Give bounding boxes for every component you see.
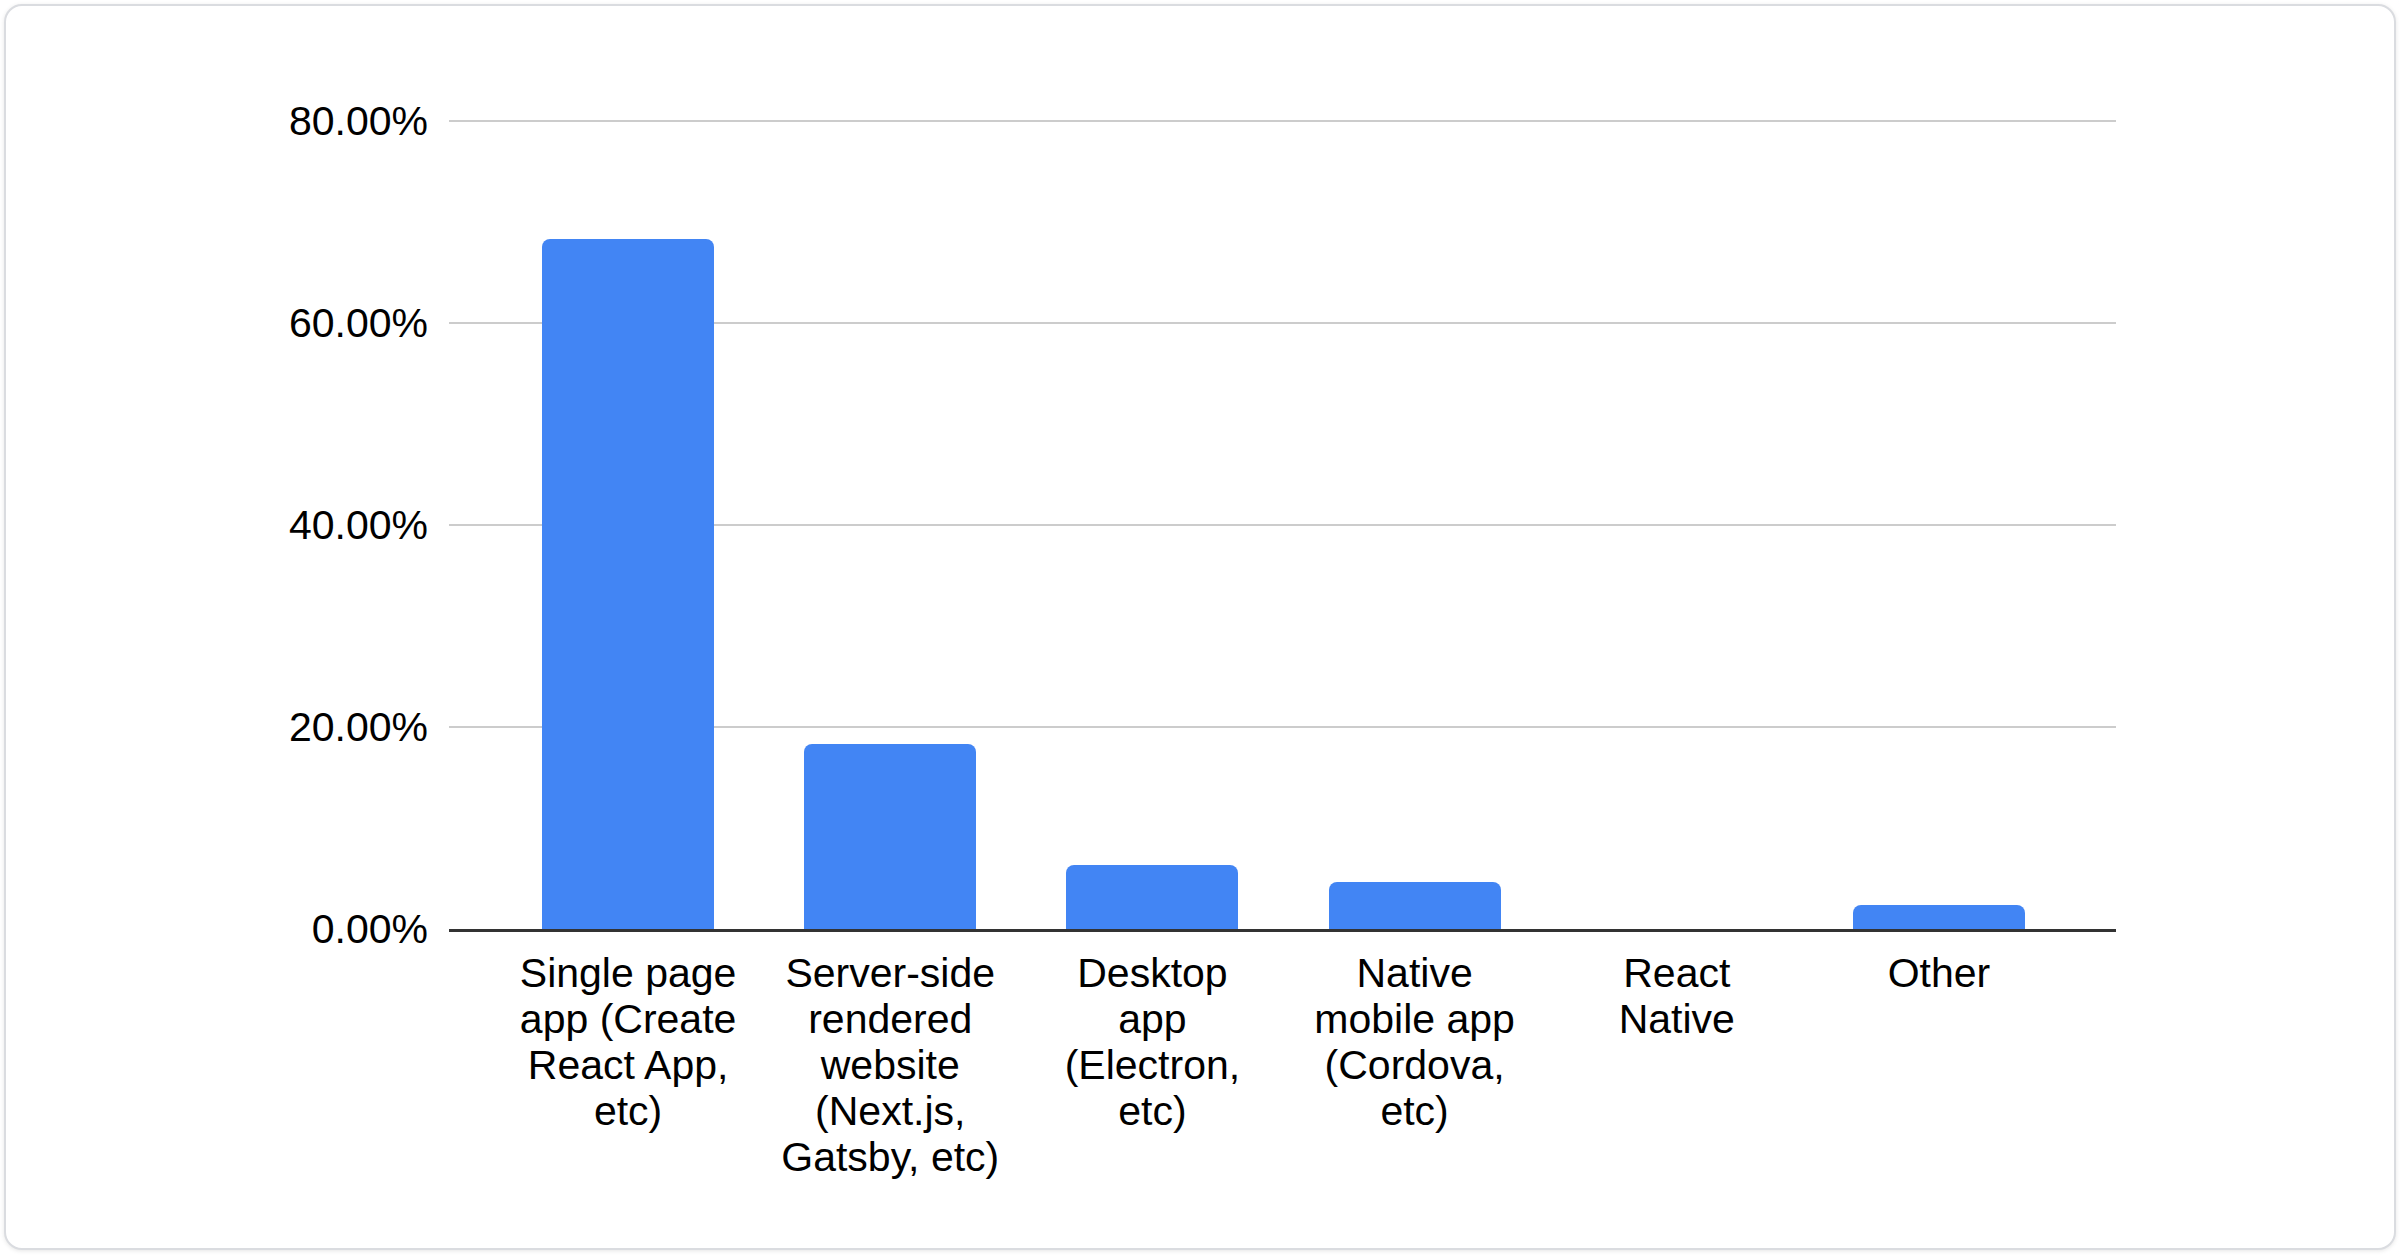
bar-slot-native-mobile-app-cordova-etc: [1284, 121, 1546, 929]
x-axis-category-label: Native mobile app (Cordova, etc): [1284, 950, 1546, 1180]
bars-row: [497, 121, 2070, 929]
bar-server-side-rendered-website-next-js-gatsby-etc[interactable]: [804, 744, 976, 929]
bar-single-page-app-create-react-app-etc[interactable]: [542, 239, 714, 929]
plot-area: [449, 121, 2116, 932]
y-axis-tick-label: 40.00%: [289, 502, 428, 549]
y-axis-tick-label: 0.00%: [312, 906, 428, 953]
x-axis-category-label: Other: [1808, 950, 2070, 1180]
bar-slot-server-side-rendered-website-next-js-gatsby-etc: [759, 121, 1021, 929]
x-axis-labels: Single page app (Create React App, etc)S…: [497, 950, 2070, 1180]
chart-screenshot: 0.00% 20.00% 40.00% 60.00% 80.00% Single pag…: [0, 0, 2400, 1256]
bar-slot-desktop-app-electron-etc: [1021, 121, 1283, 929]
y-axis-labels: 0.00%20.00%40.00%60.00%80.00%: [6, 121, 428, 929]
x-axis-category-label: Desktop app (Electron, etc): [1021, 950, 1283, 1180]
y-axis-tick-label: 80.00%: [289, 98, 428, 145]
bar-slot-single-page-app-create-react-app-etc: [497, 121, 759, 929]
chart-card: 0.00% 20.00% 40.00% 60.00% 80.00% Single pag…: [4, 4, 2396, 1250]
x-axis-category-label: Single page app (Create React App, etc): [497, 950, 759, 1180]
bar-desktop-app-electron-etc[interactable]: [1066, 865, 1238, 929]
bar-slot-react-native: [1546, 121, 1808, 929]
x-axis-category-label: React Native: [1546, 950, 1808, 1180]
bar-other[interactable]: [1853, 905, 2025, 929]
bar-native-mobile-app-cordova-etc[interactable]: [1329, 882, 1501, 929]
y-axis-tick-label: 60.00%: [289, 300, 428, 347]
y-axis-tick-label: 20.00%: [289, 704, 428, 751]
x-axis-category-label: Server-side rendered website (Next.js, G…: [759, 950, 1021, 1180]
bar-slot-other: [1808, 121, 2070, 929]
